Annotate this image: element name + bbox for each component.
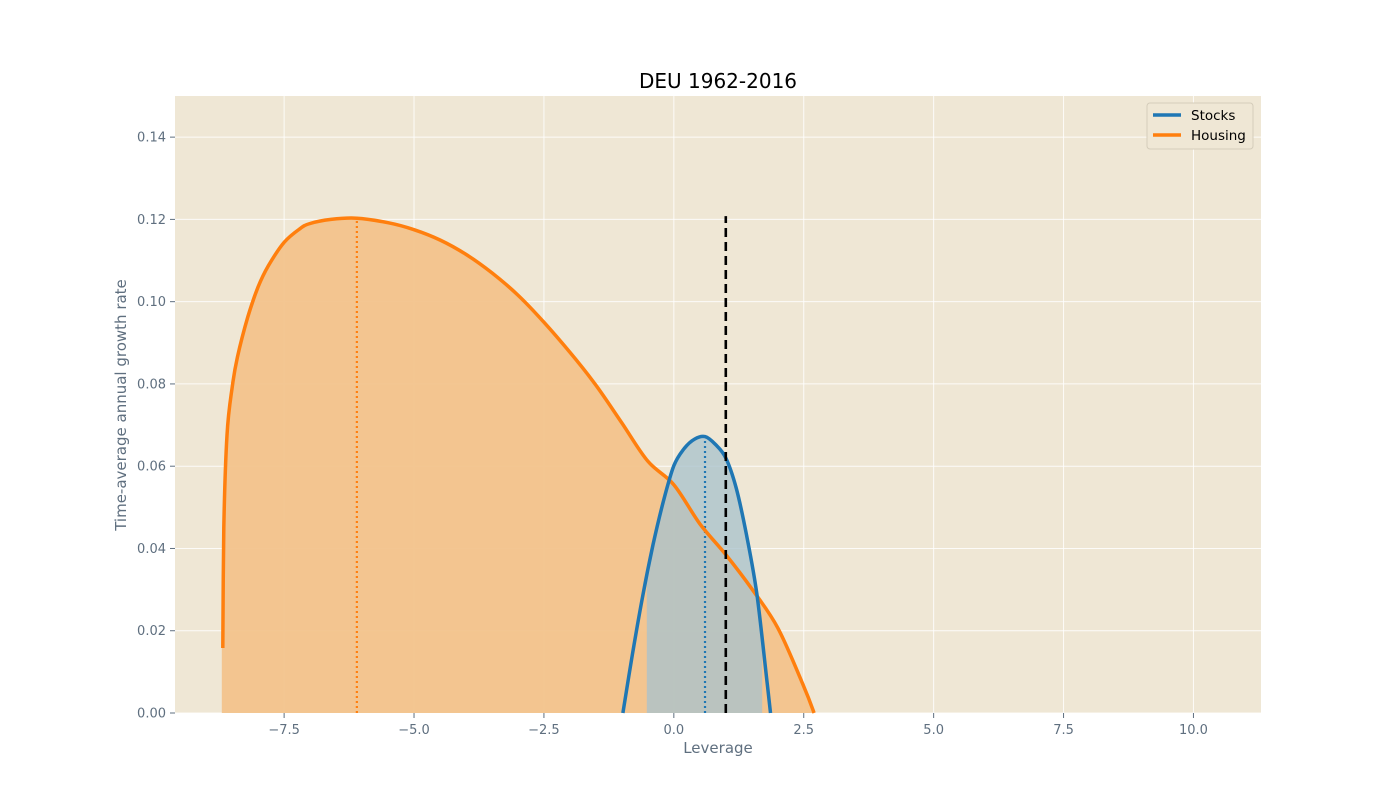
tick-labels: −7.5 −5.0 −2.5 0.0 2.5 5.0 7.5 10.0 0.00 0.02 0.04… [137, 131, 1208, 738]
y-tick-label-1: 0.02 [137, 624, 166, 639]
y-tick-label-7: 0.14 [137, 131, 166, 146]
series-line-stocks [621, 434, 773, 714]
x-axis-label: Leverage [683, 739, 753, 757]
optimum-markers [355, 218, 707, 713]
y-tick-label-2: 0.04 [137, 542, 166, 557]
x-tick-label-0: −7.5 [268, 723, 300, 738]
y-tick-label-3: 0.06 [137, 460, 166, 475]
y-tick-label-6: 0.12 [137, 213, 166, 228]
x-tick-label-7: 10.0 [1179, 723, 1208, 738]
x-tick-label-6: 7.5 [1053, 723, 1074, 738]
legend: Stocks Housing [1146, 102, 1254, 150]
x-tick-label-3: 0.0 [663, 723, 684, 738]
series-lines [221, 216, 816, 714]
chart-title: DEU 1962-2016 [639, 69, 797, 93]
x-tick-label-2: −2.5 [528, 723, 560, 738]
x-tick-label-4: 2.5 [793, 723, 814, 738]
y-axis-label: Time-average annual growth rate [112, 279, 130, 532]
area-fill-stocks [646, 436, 763, 713]
x-tick-label-5: 5.0 [923, 723, 944, 738]
y-tick-label-5: 0.10 [137, 295, 166, 310]
x-tick-label-1: −5.0 [398, 723, 430, 738]
series-line-housing [221, 216, 816, 714]
legend-label-housing: Housing [1191, 128, 1246, 144]
legend-label-stocks: Stocks [1191, 108, 1235, 124]
y-tick-label-4: 0.08 [137, 377, 166, 392]
y-tick-label-0: 0.00 [137, 707, 166, 722]
area-fills [221, 218, 815, 713]
